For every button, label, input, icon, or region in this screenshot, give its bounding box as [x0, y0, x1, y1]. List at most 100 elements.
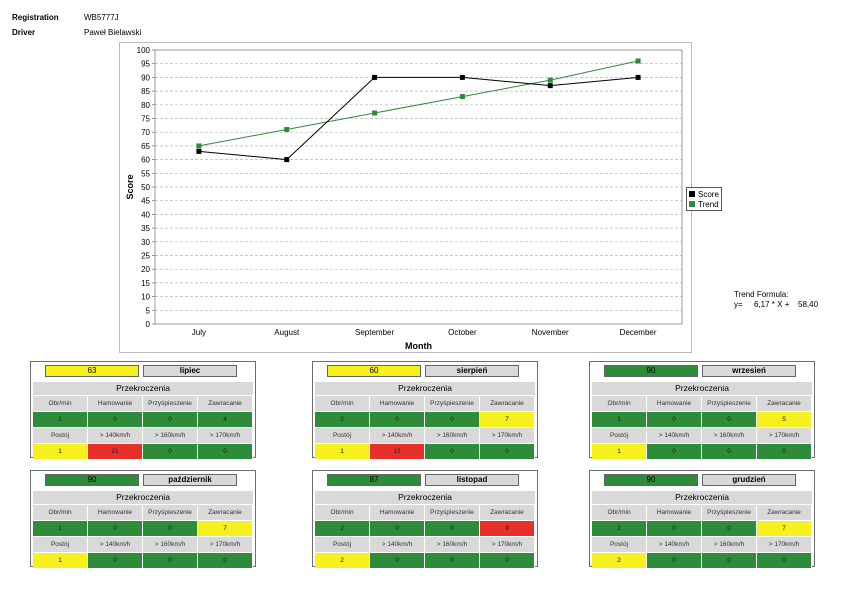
month-card: 87 listopad Przekroczenia Obr/min Hamowanie P… — [312, 470, 538, 568]
chart-svg: 0 5 10 15 20 25 30 35 40 45 50 55 60 65 70 75 80 85 90 95 10… — [125, 46, 683, 351]
series-line-trend — [198, 60, 639, 147]
month-card: 90 październik Przekroczenia Obr/min Hamowan… — [30, 470, 256, 568]
driver-value: Paweł Bielawski — [84, 28, 142, 37]
x-tick-label: August — [274, 328, 300, 337]
violation-header: Przyśpieszenie — [702, 505, 757, 520]
violation-header: > 160km/h — [702, 537, 757, 552]
trend-formula: Trend Formula: y= 6,17 * X + 58,40 — [734, 290, 818, 310]
month-label: listopad — [425, 474, 519, 486]
month-label: sierpień — [425, 365, 519, 377]
violation-value: 0 — [370, 412, 425, 427]
violation-header: Zawracanie — [480, 505, 535, 520]
violation-header: Zawracanie — [198, 505, 253, 520]
y-tick-label: 70 — [141, 128, 150, 137]
month-label: grudzień — [702, 474, 796, 486]
violation-value: 0 — [757, 553, 812, 568]
card-header: 90 grudzień — [590, 471, 814, 490]
y-tick-label: 30 — [141, 238, 150, 247]
violation-value: 0 — [425, 444, 480, 459]
y-tick-label: 0 — [146, 320, 151, 329]
month-label: wrzesień — [702, 365, 796, 377]
violation-value: 0 — [88, 553, 143, 568]
violations-title: Przekroczenia — [315, 382, 535, 395]
violation-value: 0 — [757, 444, 812, 459]
violation-value: 1 — [592, 444, 647, 459]
data-point-trend — [196, 143, 202, 149]
score-badge: 60 — [327, 365, 421, 377]
data-point-trend — [372, 110, 378, 116]
violation-value: 2 — [315, 553, 370, 568]
violation-value: 0 — [425, 553, 480, 568]
violation-value: 0 — [480, 553, 535, 568]
violations-grid: Obr/min Hamowanie Przyśpieszenie Zawracanie… — [33, 396, 253, 459]
violation-value: 0 — [425, 412, 480, 427]
violation-header: > 160km/h — [143, 537, 198, 552]
legend-swatch-trend — [689, 201, 695, 207]
violation-header: > 170km/h — [757, 537, 812, 552]
violation-header: Postój — [33, 537, 88, 552]
violation-header: Przyśpieszenie — [702, 396, 757, 411]
violations-grid: Obr/min Hamowanie Przyśpieszenie Zawracanie… — [315, 396, 535, 459]
violation-value: 7 — [198, 521, 253, 536]
violation-value: 0 — [143, 412, 198, 427]
violation-value: 0 — [143, 553, 198, 568]
violation-header: Zawracanie — [480, 396, 535, 411]
y-tick-label: 75 — [141, 115, 150, 124]
violation-header: Przyśpieszenie — [143, 396, 198, 411]
violation-header: Przyśpieszenie — [425, 505, 480, 520]
y-tick-label: 45 — [141, 197, 150, 206]
x-tick-label: November — [532, 328, 569, 337]
y-tick-label: 55 — [141, 169, 150, 178]
violations-grid: Obr/min Hamowanie Przyśpieszenie Zawracanie… — [315, 505, 535, 568]
violation-value: 0 — [198, 553, 253, 568]
violation-value: 0 — [480, 444, 535, 459]
y-tick-label: 60 — [141, 156, 150, 165]
violation-value: 0 — [143, 521, 198, 536]
trend-formula-slope: 6,17 * X + — [754, 300, 790, 309]
violation-value: 8 — [480, 521, 535, 536]
registration-row: Registration WB5777J — [12, 13, 119, 22]
y-tick-label: 20 — [141, 265, 150, 274]
legend-item-trend: Trend — [689, 199, 719, 209]
score-badge: 87 — [327, 474, 421, 486]
violation-value: 0 — [647, 444, 702, 459]
y-tick-label: 50 — [141, 183, 150, 192]
violation-header: Hamowanie — [647, 396, 702, 411]
violation-value: 4 — [198, 412, 253, 427]
violation-header: > 170km/h — [198, 537, 253, 552]
score-badge: 63 — [45, 365, 139, 377]
violation-value: 2 — [315, 412, 370, 427]
violation-value: 0 — [647, 521, 702, 536]
score-badge: 90 — [45, 474, 139, 486]
registration-value: WB5777J — [84, 13, 119, 22]
data-point-score — [459, 74, 465, 80]
data-point-trend — [459, 94, 465, 100]
x-tick-label: December — [620, 328, 657, 337]
month-label: lipiec — [143, 365, 237, 377]
violation-value: 0 — [647, 412, 702, 427]
violation-value: 0 — [198, 444, 253, 459]
violation-value: 13 — [370, 444, 425, 459]
violation-value: 1 — [33, 444, 88, 459]
violation-header: Przyśpieszenie — [425, 396, 480, 411]
violation-header: Obr/min — [315, 396, 370, 411]
y-tick-label: 5 — [146, 306, 151, 315]
violation-value: 0 — [88, 412, 143, 427]
violation-header: Hamowanie — [88, 396, 143, 411]
legend-swatch-score — [689, 191, 695, 197]
x-tick-label: September — [355, 328, 394, 337]
violation-header: > 140km/h — [88, 537, 143, 552]
violation-header: > 170km/h — [480, 537, 535, 552]
card-header: 90 październik — [31, 471, 255, 490]
violation-value: 21 — [88, 444, 143, 459]
violation-value: 0 — [702, 521, 757, 536]
card-header: 60 sierpień — [313, 362, 537, 381]
registration-label: Registration — [12, 13, 59, 22]
y-tick-label: 85 — [141, 87, 150, 96]
violation-header: Hamowanie — [370, 505, 425, 520]
y-axis-label: Score — [125, 174, 135, 199]
driver-row: Driver Paweł Bielawski — [12, 28, 141, 37]
violations-grid: Obr/min Hamowanie Przyśpieszenie Zawracanie… — [592, 396, 812, 459]
violation-value: 0 — [702, 412, 757, 427]
violation-value: 0 — [370, 553, 425, 568]
